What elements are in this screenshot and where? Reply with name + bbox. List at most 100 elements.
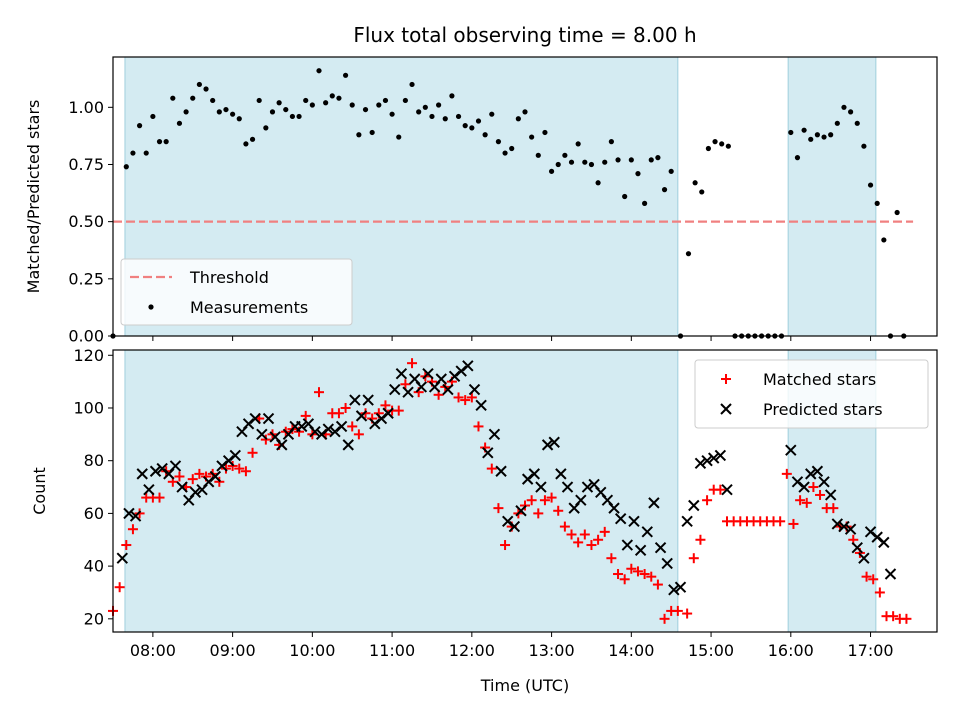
predicted-star-point <box>701 454 713 467</box>
matched-star-point <box>715 484 726 495</box>
measurement-point <box>216 109 222 115</box>
measurement-point <box>588 161 595 168</box>
x-tick-label: 17:00 <box>847 641 893 660</box>
measurement-point <box>867 182 874 188</box>
matched-star-point <box>619 574 630 585</box>
measurement-point <box>190 95 196 101</box>
measurement-point <box>455 113 462 120</box>
predicted-star-point <box>541 439 554 451</box>
measurement-point <box>376 102 382 108</box>
matched-star-point <box>795 495 806 506</box>
measurement-point <box>469 125 475 131</box>
matched-star-point <box>559 521 570 532</box>
predicted-star-point <box>136 468 148 480</box>
top-y-tick-label: 1.00 <box>68 98 104 117</box>
predicted-star-point <box>422 368 434 380</box>
measurement-point <box>712 139 718 145</box>
measurement-point <box>329 93 335 99</box>
measurement-point <box>582 159 588 165</box>
measurement-point <box>362 106 369 113</box>
measurement-point <box>595 180 601 186</box>
top-y-tick-label: 0.50 <box>68 212 104 231</box>
measurement-point <box>276 100 282 106</box>
matched-star-point <box>808 482 819 493</box>
predicted-star-point <box>349 394 361 406</box>
matched-star-point <box>539 495 550 506</box>
top-observing-window <box>788 57 876 336</box>
measurement-point <box>881 237 887 243</box>
measurement-point <box>416 109 422 115</box>
predicted-star-point <box>256 428 268 441</box>
matched-star-point <box>613 569 624 580</box>
measurement-point <box>309 102 315 108</box>
bottom-y-tick-label: 20 <box>84 609 104 628</box>
x-tick-label: 14:00 <box>608 641 654 660</box>
predicted-star-point <box>382 407 394 419</box>
predicted-star-point <box>654 541 667 554</box>
predicted-star-point <box>878 536 890 549</box>
predicted-star-point <box>641 526 653 538</box>
matched-star-point <box>174 471 185 482</box>
measurement-point <box>848 109 854 115</box>
predicted-star-point <box>276 439 288 451</box>
measurement-point <box>442 116 448 122</box>
predicted-star-point <box>189 486 202 499</box>
measurement-point <box>509 145 515 152</box>
measurement-point <box>608 139 614 145</box>
measurement-point <box>170 95 176 101</box>
predicted-star-point <box>355 410 368 422</box>
matched-star-point <box>247 447 258 458</box>
predicted-star-point <box>575 494 587 506</box>
bottom-y-tick-label: 80 <box>84 451 104 470</box>
measurement-point <box>788 129 794 136</box>
measurement-point <box>369 129 375 136</box>
predicted-star-point <box>721 483 733 496</box>
matched-star-point <box>400 379 411 390</box>
top-plot-frame <box>112 56 938 337</box>
measurement-point <box>568 159 575 165</box>
predicted-star-point <box>708 452 720 464</box>
matched-star-point <box>486 463 497 474</box>
matched-star-point <box>566 529 577 540</box>
measurement-point <box>342 72 349 78</box>
measurement-point <box>615 157 621 163</box>
measurement-point <box>635 171 641 177</box>
predicted-star-point <box>714 449 727 462</box>
matched-star-point <box>695 534 706 545</box>
matched-star-point <box>353 429 364 440</box>
predicted-star-point <box>176 481 188 493</box>
measurement-point <box>349 102 355 108</box>
predicted-star-point <box>129 510 142 522</box>
predicted-star-point <box>515 505 527 517</box>
predicted-star-point <box>818 476 830 488</box>
predicted-star-point <box>688 499 700 512</box>
predicted-star-point <box>668 584 680 596</box>
predicted-star-point <box>402 386 414 398</box>
x-axis-label: Time (UTC) <box>480 676 569 695</box>
measurement-point <box>861 143 867 149</box>
bottom-plot-frame <box>112 349 938 633</box>
predicted-star-point <box>169 460 182 472</box>
matched-star-point <box>453 392 464 403</box>
measurement-point <box>642 200 648 206</box>
measurement-point <box>522 109 528 115</box>
measurement-point <box>874 200 880 206</box>
predicted-star-point <box>858 552 870 564</box>
x-tick-label: 10:00 <box>289 641 335 660</box>
predicted-star-point <box>648 497 660 509</box>
measurement-point <box>422 104 428 110</box>
predicted-star-point <box>262 412 275 425</box>
predicted-star-point <box>884 568 897 580</box>
measurement-point <box>515 116 521 122</box>
predicted-star-point <box>528 468 541 480</box>
matched-star-point <box>500 540 511 551</box>
matched-star-point <box>639 569 650 580</box>
predicted-star-point <box>851 541 863 554</box>
measurement-point <box>808 136 814 142</box>
matched-star-point <box>187 474 198 485</box>
chart-title: Flux total observing time = 8.00 h <box>353 23 696 47</box>
predicted-star-point <box>634 544 647 557</box>
top-y-axis-label: Matched/Predicted stars <box>24 100 43 294</box>
measurement-point <box>535 152 541 158</box>
measurement-point <box>801 127 807 133</box>
